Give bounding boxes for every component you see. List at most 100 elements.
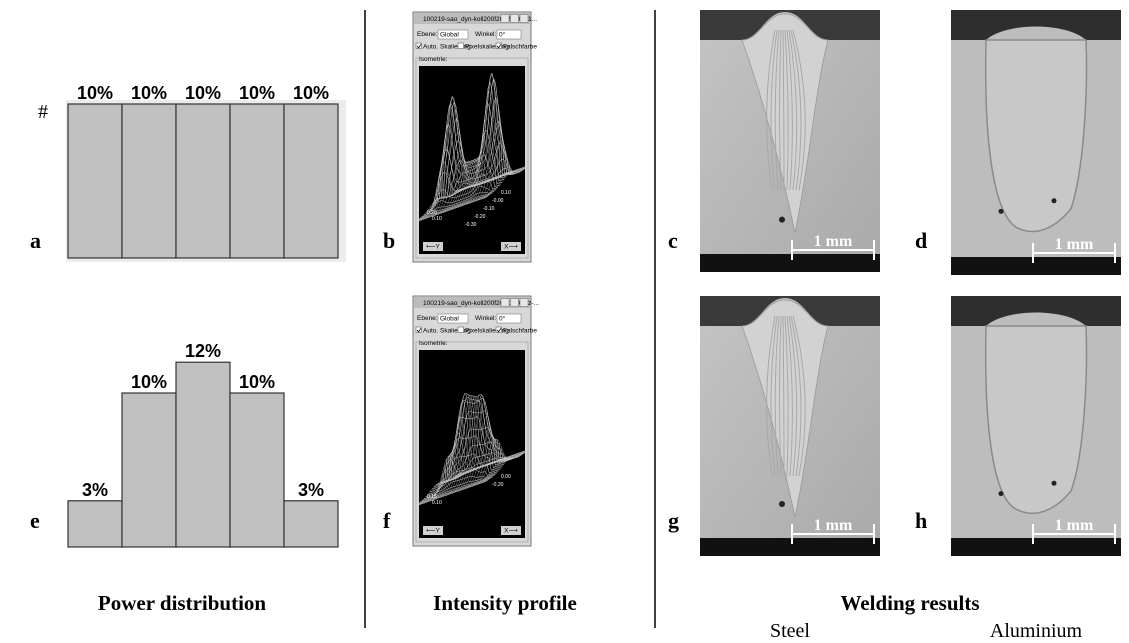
pore	[998, 208, 1004, 214]
background-bottom	[700, 254, 880, 272]
bar	[175, 361, 231, 548]
field-label: Ebene:	[417, 315, 438, 322]
wireframe-line	[469, 436, 514, 488]
bar	[175, 103, 231, 259]
dendrite	[786, 315, 793, 477]
bar-value-label: 10%	[293, 83, 329, 103]
wireframe-line	[481, 166, 526, 200]
wireframe-line	[442, 393, 487, 497]
bar	[283, 500, 339, 548]
weld-zone	[984, 39, 1088, 233]
dendrite	[774, 315, 780, 477]
background-top	[700, 10, 880, 40]
wireframe-line	[421, 161, 466, 221]
wireframe-line	[423, 146, 468, 220]
window-button	[510, 298, 519, 307]
window-button	[510, 14, 519, 23]
bar-value-label: 10%	[239, 372, 275, 392]
axis-button	[423, 242, 443, 251]
scale-bar-label: 1 mm	[1055, 517, 1094, 534]
dropdown-value: 0°	[499, 315, 506, 323]
field-label: Ebene:	[417, 31, 438, 38]
dendrite	[792, 29, 806, 191]
wireframe-line	[425, 123, 471, 219]
dendrite	[788, 315, 798, 477]
bar-value-label: 3%	[82, 480, 108, 500]
app-window: 100219-sao_dyn-koll200f200-500W-1... Eben…	[412, 11, 537, 263]
wireframe-line	[440, 400, 485, 498]
bar	[67, 103, 123, 259]
dendrite	[786, 29, 793, 191]
micrograph: 1 mm	[951, 10, 1121, 275]
check	[496, 43, 502, 49]
axis-tick-label: -0.10	[483, 206, 495, 212]
window-button	[500, 298, 510, 307]
wireframe-line	[476, 124, 521, 201]
axis-tick-label: -0.00	[492, 198, 504, 204]
bar-value-label: 10%	[77, 83, 113, 103]
dendrite	[779, 315, 782, 477]
dropdown-value: Global	[440, 32, 459, 39]
axis-tick-label: 0.10	[432, 216, 442, 222]
wireframe-line	[471, 438, 516, 487]
window-button	[519, 298, 529, 307]
field-label: Winkel:	[475, 31, 497, 38]
wireframe-line	[454, 396, 499, 493]
wireframe-line	[469, 73, 514, 204]
panel-label: e	[30, 508, 40, 533]
background-top	[700, 296, 880, 326]
window-title: 100219-sao_dyn-koll200f200-500W-1...	[423, 16, 537, 23]
dendrite	[782, 29, 785, 191]
axis-tick-label: 0.20	[427, 210, 437, 216]
checkbox	[415, 42, 422, 49]
check	[496, 327, 502, 333]
wireframe-line	[483, 449, 528, 483]
axis-button-label: ⟵Y	[426, 528, 440, 535]
micrograph: 1 mm	[700, 10, 880, 272]
checkbox-label: Falschfarbe	[503, 328, 537, 335]
panel-label: a	[30, 228, 41, 253]
dendrite	[774, 29, 780, 191]
window-button	[519, 14, 529, 23]
checkbox-label: Falschfarbe	[503, 44, 537, 51]
wireframe-line	[478, 140, 523, 201]
wireframe-line	[459, 394, 504, 491]
dropdown	[496, 313, 522, 324]
axis-tick-label: 0.10	[432, 500, 442, 506]
wireframe-line	[452, 396, 497, 494]
window-button	[500, 14, 510, 23]
wireframe-line	[425, 456, 471, 503]
wireframe-line	[435, 432, 480, 500]
wireframe-line	[464, 415, 509, 490]
wireframe-line	[466, 428, 511, 489]
wireframe-line	[461, 401, 507, 490]
wireframe-line	[449, 160, 495, 211]
dropdown-value: 0°	[499, 31, 506, 39]
column-label: Steel	[770, 620, 810, 642]
pore	[779, 501, 785, 507]
dropdown	[437, 29, 469, 40]
bar-value-label: 10%	[131, 372, 167, 392]
dendrite	[790, 29, 802, 191]
checkbox-label: Pixelskalierung	[465, 44, 509, 51]
scale-bar-label: 1 mm	[814, 517, 853, 534]
bar	[67, 500, 123, 548]
dendrite	[788, 29, 798, 191]
wireframe-line	[483, 165, 528, 199]
axis-button-label: ⟵Y	[426, 244, 440, 251]
panel-label: g	[668, 508, 679, 533]
dendrite	[779, 29, 782, 191]
wireframe-line	[416, 473, 461, 506]
field-label: Winkel:	[475, 315, 497, 322]
panel-label: b	[383, 228, 395, 253]
checkbox	[495, 42, 502, 49]
panel-label: f	[383, 508, 391, 533]
wireframe-line	[440, 158, 485, 214]
pore	[779, 216, 785, 223]
caption: Power distribution	[98, 591, 267, 615]
bar	[121, 392, 177, 548]
checkbox	[457, 42, 464, 49]
wireframe-line	[435, 131, 480, 216]
bar-value-label: 12%	[185, 341, 221, 361]
